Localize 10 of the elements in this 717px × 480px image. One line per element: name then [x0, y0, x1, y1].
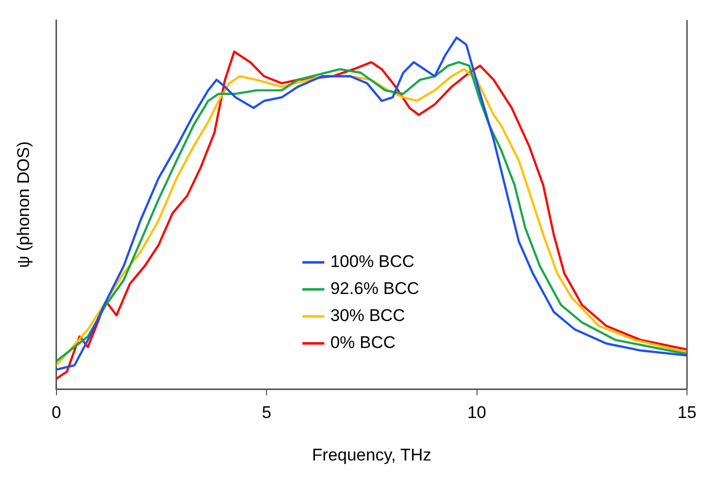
legend-label: 92.6% BCC — [330, 279, 420, 298]
x-axis-title: Frequency, THz — [312, 445, 432, 464]
x-tick-label: 15 — [678, 403, 696, 422]
x-tick-label: 5 — [262, 403, 272, 422]
y-axis-title: ψ (phonon DOS) — [14, 141, 33, 268]
legend-label: 30% BCC — [330, 306, 405, 326]
x-tick-label: 10 — [467, 403, 486, 422]
x-tick-label: 0 — [52, 403, 62, 422]
legend-label: 100% BCC — [330, 252, 414, 272]
legend-label: 0% BCC — [330, 333, 396, 352]
